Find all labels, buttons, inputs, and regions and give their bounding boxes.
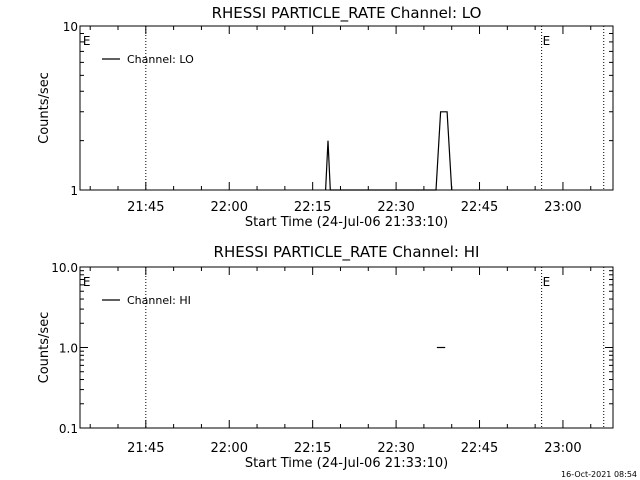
x-tick-label: 22:15	[294, 200, 331, 215]
x-axis-label: Start Time (24-Jul-06 21:33:10)	[245, 215, 448, 230]
event-marker-label: E	[83, 275, 91, 289]
chart-title: RHESSI PARTICLE_RATE Channel: HI	[214, 243, 480, 262]
x-tick-label: 22:45	[461, 441, 498, 456]
chart-title: RHESSI PARTICLE_RATE Channel: LO	[212, 4, 482, 23]
plot-frame	[79, 25, 614, 191]
x-tick-label: 22:00	[211, 441, 248, 456]
y-axis-label: Counts/sec	[37, 312, 52, 384]
y-axis-label: Counts/sec	[37, 72, 52, 144]
x-tick-label: 23:00	[544, 441, 581, 456]
y-tick-label: 1	[70, 184, 78, 198]
y-tick-label: 10	[63, 20, 78, 34]
footer-timestamp: 16-Oct-2021 08:54	[561, 470, 637, 479]
y-tick-label: 10.0	[51, 261, 78, 275]
y-tick-label: 1.0	[59, 342, 78, 356]
chart-panel-2: RHESSI PARTICLE_RATE Channel: HI 10.0 1.0 0…	[37, 243, 614, 471]
chart-panel-1: RHESSI PARTICLE_RATE Channel: LO 10 1 21:45…	[37, 4, 614, 230]
x-tick-label: 22:30	[377, 441, 414, 456]
x-tick-label: 22:15	[294, 441, 331, 456]
event-marker-label: E	[543, 34, 551, 48]
y-tick-label: 0.1	[59, 422, 78, 436]
x-tick-label: 21:45	[127, 200, 164, 215]
x-tick-label: 22:30	[377, 200, 414, 215]
x-axis-label: Start Time (24-Jul-06 21:33:10)	[245, 456, 448, 471]
event-marker-label: E	[543, 275, 551, 289]
legend-label: Channel: HI	[127, 294, 191, 307]
legend-label: Channel: LO	[127, 53, 194, 66]
x-tick-label: 22:45	[461, 200, 498, 215]
x-tick-label: 23:00	[544, 200, 581, 215]
event-marker-label: E	[83, 34, 91, 48]
x-tick-label: 21:45	[127, 441, 164, 456]
x-tick-label: 22:00	[211, 200, 248, 215]
series-line	[325, 111, 453, 191]
plot-frame	[79, 266, 614, 429]
